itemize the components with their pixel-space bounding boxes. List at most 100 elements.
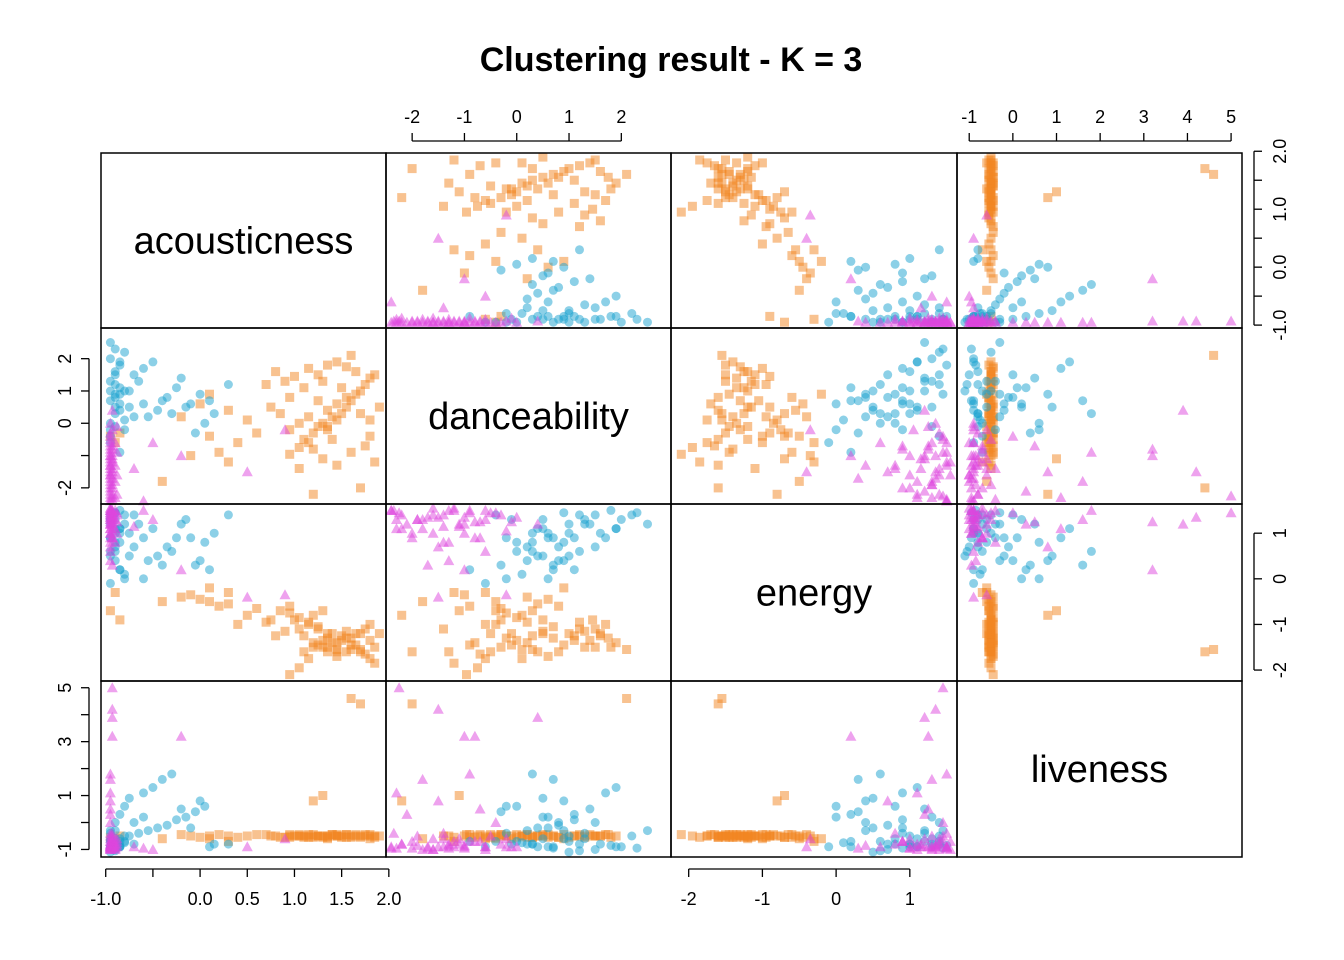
point-c3 [458, 273, 470, 284]
point-c3 [915, 302, 927, 313]
point-c1 [564, 164, 574, 174]
point-c1 [304, 619, 314, 629]
point-c2 [611, 783, 621, 792]
point-c3 [937, 682, 949, 693]
point-c1 [1043, 489, 1053, 499]
point-c2 [548, 774, 558, 784]
point-c1 [780, 187, 789, 197]
tick-label-right-acousticness: -1.0 [1270, 310, 1290, 341]
point-c3 [937, 430, 949, 441]
point-c1 [318, 376, 328, 386]
point-c1 [323, 642, 332, 652]
point-c2 [999, 533, 1009, 543]
point-c1 [462, 670, 471, 680]
point-c2 [590, 845, 600, 854]
point-c1 [501, 608, 511, 618]
point-c3 [926, 437, 938, 448]
point-c1 [757, 158, 767, 168]
point-c3 [941, 827, 953, 838]
point-c3 [941, 437, 953, 448]
point-c3 [138, 504, 149, 515]
point-c3 [1055, 492, 1067, 502]
tick-label-left-danceability: -2 [55, 480, 75, 496]
point-c3 [911, 475, 923, 486]
point-c2 [554, 282, 564, 292]
point-c1 [252, 604, 262, 613]
point-c3 [474, 532, 486, 543]
point-c1 [809, 314, 819, 324]
diagonal-labels: acousticness danceability energy liveness [134, 221, 1168, 792]
point-c2 [995, 412, 1005, 422]
point-c1 [750, 831, 760, 841]
point-c1 [728, 357, 738, 367]
point-c3 [427, 312, 439, 323]
point-c1 [522, 638, 532, 648]
panel-frames [100, 152, 1243, 858]
point-c2 [120, 347, 130, 357]
point-c3 [175, 450, 187, 461]
point-c3 [279, 589, 291, 600]
point-c1 [606, 832, 616, 842]
point-c3 [432, 541, 444, 552]
point-c3 [804, 833, 816, 844]
point-c1 [757, 834, 767, 844]
point-c2 [999, 399, 1009, 409]
point-c1 [318, 635, 328, 645]
point-c2 [868, 317, 878, 327]
point-c1 [374, 831, 384, 841]
point-c1 [176, 412, 186, 422]
point-c2 [973, 409, 983, 419]
point-c2 [986, 386, 996, 396]
point-c2 [153, 823, 163, 833]
point-c3 [1147, 516, 1158, 527]
point-c3 [1042, 541, 1054, 552]
point-c2 [162, 820, 172, 830]
point-c2 [533, 288, 543, 298]
point-c1 [275, 832, 285, 842]
point-c2 [1047, 306, 1057, 316]
point-c2 [124, 528, 134, 538]
point-c1 [522, 181, 532, 191]
point-c3 [138, 842, 149, 853]
point-c1 [486, 647, 496, 657]
point-c3 [448, 504, 460, 515]
point-c3 [968, 463, 980, 473]
point-c3 [438, 827, 449, 838]
point-c2 [831, 399, 841, 409]
point-c1 [984, 239, 994, 249]
point-c1 [327, 434, 337, 444]
point-c1 [1209, 169, 1219, 179]
point-c2 [920, 274, 930, 284]
point-c3 [106, 559, 118, 570]
point-c1 [418, 597, 428, 607]
point-c2 [548, 533, 558, 543]
point-c3 [1029, 316, 1041, 327]
point-c2 [209, 839, 219, 849]
point-c2 [543, 574, 553, 584]
point-c3 [128, 520, 140, 531]
point-c1 [332, 460, 342, 470]
point-c3 [506, 841, 517, 852]
point-c1 [323, 834, 332, 844]
point-c1 [702, 438, 712, 448]
point-c3 [511, 316, 523, 327]
point-c1 [732, 373, 742, 383]
point-c2 [533, 823, 543, 833]
point-c2 [512, 259, 522, 269]
point-c2 [1047, 402, 1057, 412]
point-c1 [370, 658, 380, 668]
point-c2 [969, 354, 979, 364]
tick-label-right-acousticness: 1.0 [1270, 197, 1290, 222]
point-c1 [397, 193, 407, 203]
point-c1 [982, 629, 992, 639]
point-c1 [285, 425, 295, 435]
point-c1 [739, 383, 749, 393]
point-c2 [1078, 285, 1088, 295]
point-c3 [500, 315, 512, 326]
point-c2 [575, 846, 584, 856]
point-c3 [1085, 316, 1097, 327]
point-c2 [846, 809, 856, 819]
point-c2 [1078, 560, 1088, 570]
point-c1 [986, 167, 996, 176]
point-c2 [606, 311, 616, 321]
